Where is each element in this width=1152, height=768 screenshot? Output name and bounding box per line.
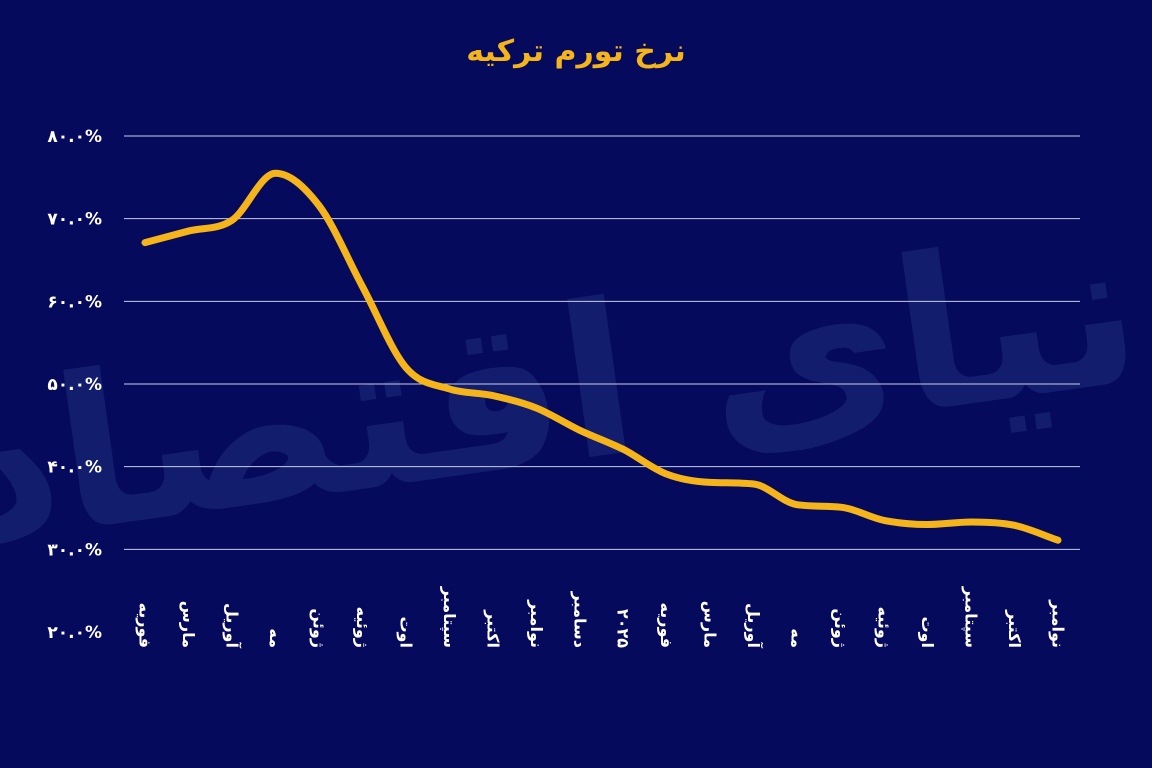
x-tick-label: سپتامبر <box>961 586 981 648</box>
y-tick-label: ۴۰.۰% <box>47 458 102 478</box>
x-tick-label: مه <box>788 628 807 648</box>
series-line <box>141 169 1062 544</box>
x-tick-label: ۲۰۲۵ <box>614 609 633 648</box>
y-tick-label: ۵۰.۰% <box>47 375 102 395</box>
y-tick-label: ۳۰.۰% <box>47 540 102 560</box>
x-tick-label: فوریه <box>136 603 155 648</box>
x-tick-label: نوامبر <box>1049 599 1068 648</box>
x-tick-label: مه <box>266 628 285 648</box>
y-tick-label: ۶۰.۰% <box>47 292 102 312</box>
x-tick-label: فوریه <box>657 603 676 648</box>
y-tick-label: ۲۰.۰% <box>47 623 102 643</box>
x-tick-label: اوت <box>396 616 415 648</box>
x-tick-label: اکتبر <box>483 609 502 648</box>
x-tick-label: آوریل <box>222 603 242 648</box>
x-axis: فوریه مارس آوریل مه ژوئن ژوئیه اوت سپتامبر اکتبر… <box>136 586 1068 649</box>
chart-title: نرخ تورم ترکیه <box>466 34 686 69</box>
y-tick-label: ۷۰.۰% <box>47 210 102 230</box>
y-axis: ۲۰.۰% ۳۰.۰% ۴۰.۰% ۵۰.۰% ۶۰.۰% ۷۰.۰% ۸۰.۰% <box>47 127 102 643</box>
x-tick-label: نوامبر <box>527 599 546 648</box>
x-tick-label: مارس <box>701 601 720 648</box>
y-tick-label: ۸۰.۰% <box>47 127 102 147</box>
x-tick-label: سپتامبر <box>439 586 459 648</box>
x-tick-label: ژوئن <box>831 608 850 648</box>
x-tick-label: ژوئیه <box>875 607 894 648</box>
x-tick-label: اکتبر <box>1005 609 1024 648</box>
x-tick-label: آوریل <box>744 603 764 648</box>
x-tick-label: مارس <box>179 601 198 648</box>
x-tick-label: دسامبر <box>570 591 589 648</box>
grid-lines <box>124 135 1080 550</box>
x-tick-label: ژوئن <box>309 608 328 648</box>
x-tick-label: ژوئیه <box>353 607 372 648</box>
x-tick-label: اوت <box>918 616 937 648</box>
